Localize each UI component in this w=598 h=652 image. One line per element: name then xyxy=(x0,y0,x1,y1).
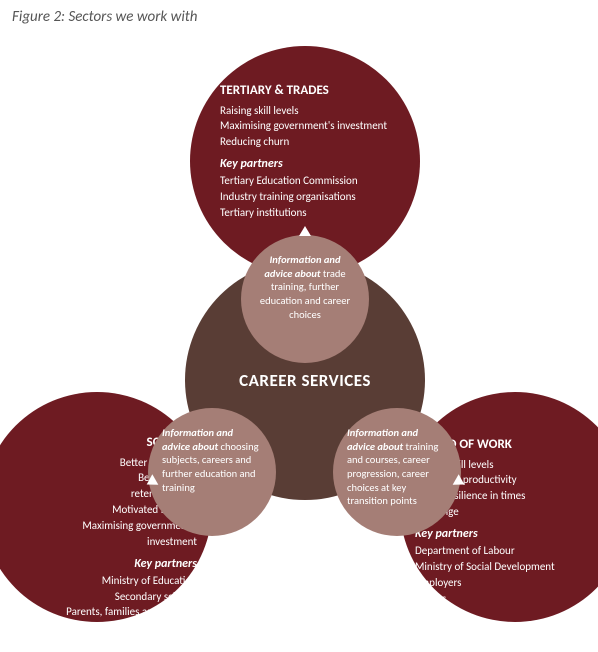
key-partners-label: Key partners xyxy=(415,526,598,542)
partner: Industry training organisations xyxy=(220,190,394,205)
partner: Parents, families and whānau xyxy=(0,605,197,620)
partner: Unions xyxy=(415,592,598,607)
bridge-tertiary: Information and advice about trade train… xyxy=(241,235,369,363)
partner: Tertiary institutions xyxy=(220,206,394,221)
partner: Tertiary Education Commission xyxy=(220,174,394,189)
bridge-work: Information and advice about training an… xyxy=(333,408,461,536)
partner: Ministry of Social Development xyxy=(415,560,598,575)
center-label: CAREER SERVICES xyxy=(239,370,371,391)
sector-title: TERTIARY & TRADES xyxy=(220,82,394,100)
key-partners-label: Key partners xyxy=(220,156,394,172)
sector-point: Raising skill levels xyxy=(220,104,394,119)
sector-point: investment xyxy=(0,535,197,550)
sector-point: Reducing churn xyxy=(220,135,394,150)
arrow-top-icon xyxy=(299,226,311,236)
sector-point: Maximising government's investment xyxy=(220,119,394,134)
key-partners-label: Key partners xyxy=(0,556,197,572)
partner: Employers xyxy=(415,576,598,591)
bridge-schools: Information and advice about choosing su… xyxy=(148,408,276,536)
sectors-diagram: CAREER SERVICES TERTIARY & TRADES Raisin… xyxy=(0,30,598,652)
partner: Department of Labour xyxy=(415,544,598,559)
sector-point: Maximising government's xyxy=(0,519,197,534)
partner: Ministry of Education xyxy=(0,574,197,589)
figure-title: Figure 2: Sectors we work with xyxy=(0,0,598,26)
partner: Secondary schools xyxy=(0,590,197,605)
